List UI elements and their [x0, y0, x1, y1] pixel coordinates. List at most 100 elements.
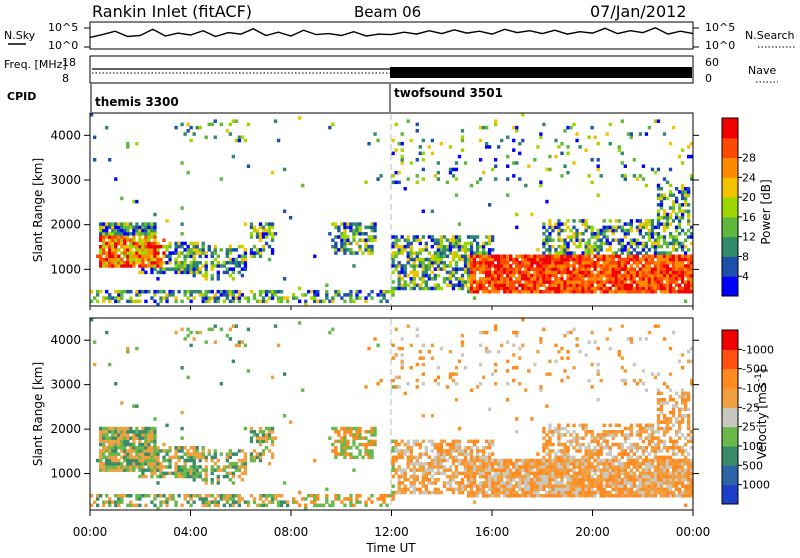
power-cell-1308	[488, 271, 491, 275]
velocity-cell-1868	[590, 436, 593, 440]
velocity-cell-2350	[666, 472, 669, 476]
velocity-cell-1733	[569, 468, 572, 472]
velocity-cell-1954	[606, 465, 609, 469]
velocity-cell-1875	[594, 491, 597, 495]
velocity-cell-404	[183, 459, 186, 463]
power-cell-2176	[642, 248, 645, 252]
power-cell-1254	[479, 283, 482, 287]
power-cell-833	[370, 251, 373, 255]
power-cell-1927	[600, 229, 603, 233]
velocity-cell-2095	[630, 484, 633, 488]
power-cell-2231	[651, 271, 654, 275]
velocity-cell-2216	[648, 459, 651, 463]
velocity-cell-1622	[551, 433, 554, 437]
velocity-cell-2061	[624, 475, 627, 479]
power-cell-1384	[503, 264, 506, 268]
velocity-cell-2136	[636, 462, 639, 466]
power-cell-899	[398, 248, 401, 252]
power-cell-1732	[569, 271, 572, 275]
power-cell-497	[211, 274, 214, 278]
velocity-cell-306	[153, 436, 156, 440]
velocity-cell-630	[256, 433, 259, 437]
power-cell-1301	[485, 142, 488, 146]
velocity-cell-264	[147, 462, 150, 466]
power-cell-2391	[672, 280, 675, 284]
velocity-cell-556	[229, 328, 232, 332]
velocity-cell-1800	[581, 484, 584, 488]
power-cell-1817	[584, 280, 587, 284]
freq-left-label: Freq. [MHz]	[4, 58, 67, 71]
power-cell-1690	[563, 264, 566, 268]
velocity-cell-1926	[600, 436, 603, 440]
velocity-cell-1406	[509, 491, 512, 495]
velocity-cell-66	[108, 440, 111, 444]
velocity-cell-657	[265, 433, 268, 437]
power-cell-743	[337, 290, 340, 294]
velocity-cell-1129	[452, 449, 455, 453]
velocity-cell-1858	[590, 481, 593, 485]
power-cell-1475	[524, 274, 527, 278]
power-cell-652	[265, 293, 268, 297]
velocity-cell-2253	[654, 468, 657, 472]
power-cell-2084	[627, 255, 630, 259]
velocity-cell-1643	[557, 491, 560, 495]
power-ytick-label-1: 2000	[50, 218, 81, 232]
velocity-cell-889	[395, 328, 398, 332]
power-cell-741	[334, 222, 337, 226]
power-cell-1508	[533, 290, 536, 294]
velocity-cell-2001	[615, 488, 618, 492]
power-cell-1120	[449, 145, 452, 149]
power-cell-2358	[666, 226, 669, 230]
velocity-cell-2003	[615, 481, 618, 485]
velocity-cell-1167	[461, 484, 464, 488]
velocity-cell-53	[105, 331, 108, 335]
power-cell-519	[217, 271, 220, 275]
velocity-cell-1567	[542, 328, 545, 332]
power-cell-2127	[633, 158, 636, 162]
power-cell-2067	[624, 245, 627, 249]
power-cell-1799	[581, 283, 584, 287]
velocity-cell-874	[392, 379, 395, 383]
velocity-cell-1704	[566, 491, 569, 495]
velocity-cell-2261	[654, 436, 657, 440]
velocity-cell-1585	[545, 372, 548, 376]
velocity-cell-377	[177, 472, 180, 476]
power-cell-48	[105, 235, 108, 239]
velocity-cell-354	[168, 462, 171, 466]
power-cell-669	[271, 290, 274, 294]
velocity-cell-770	[346, 446, 349, 450]
power-cell-1510	[533, 283, 536, 287]
power-cell-267	[147, 248, 150, 252]
velocity-cell-435	[193, 478, 196, 482]
power-cell-737	[334, 245, 337, 249]
velocity-cell-547	[229, 494, 232, 498]
power-cell-838	[370, 229, 373, 233]
velocity-cell-511	[214, 449, 217, 453]
power-cell-192	[132, 232, 135, 236]
velocity-cell-1646	[557, 481, 560, 485]
velocity-cell-1049	[434, 481, 437, 485]
velocity-cell-1114	[449, 452, 452, 456]
velocity-cell-92	[114, 459, 117, 463]
velocity-cell-1447	[518, 484, 521, 488]
velocity-cell-1388	[506, 494, 509, 498]
power-cell-824	[367, 251, 370, 255]
power-cell-864	[392, 271, 395, 275]
velocity-cell-344	[165, 472, 168, 476]
velocity-cell-2235	[651, 459, 654, 463]
velocity-cell-1773	[575, 443, 578, 447]
velocity-cell-1052	[434, 465, 437, 469]
power-cell-1850	[587, 238, 590, 242]
power-cell-1024	[428, 287, 431, 291]
power-cell-1455	[518, 177, 521, 181]
power-cell-1643	[557, 287, 560, 291]
velocity-cell-789	[352, 440, 355, 444]
velocity-cell-703	[301, 388, 304, 392]
noise-right-tick-top: 10^5	[705, 21, 735, 34]
velocity-cell-2041	[621, 468, 624, 472]
velocity-cell-420	[190, 504, 193, 508]
power-cell-137	[123, 264, 126, 268]
power-cell-2103	[630, 251, 633, 255]
velocity-cell-875	[392, 356, 395, 360]
velocity-cell-2318	[663, 494, 666, 498]
